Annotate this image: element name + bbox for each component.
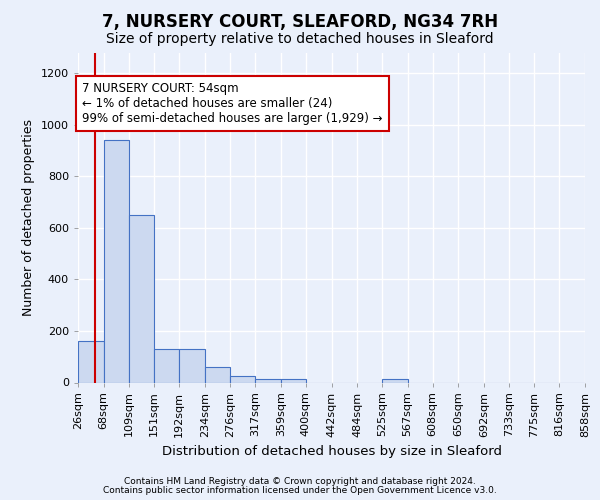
Bar: [104, 140, 128, 382]
Text: 7, NURSERY COURT, SLEAFORD, NG34 7RH: 7, NURSERY COURT, SLEAFORD, NG34 7RH: [102, 12, 498, 30]
Bar: [154, 349, 179, 382]
Bar: [179, 349, 205, 382]
Bar: [205, 367, 230, 382]
Text: Contains public sector information licensed under the Open Government Licence v3: Contains public sector information licen…: [103, 486, 497, 495]
Bar: [78, 341, 104, 382]
Bar: [256, 380, 281, 382]
Bar: [230, 376, 256, 382]
Text: 7 NURSERY COURT: 54sqm
← 1% of detached houses are smaller (24)
99% of semi-deta: 7 NURSERY COURT: 54sqm ← 1% of detached …: [82, 82, 383, 125]
Text: Size of property relative to detached houses in Sleaford: Size of property relative to detached ho…: [106, 32, 494, 46]
Bar: [128, 215, 154, 382]
Text: Contains HM Land Registry data © Crown copyright and database right 2024.: Contains HM Land Registry data © Crown c…: [124, 477, 476, 486]
Bar: [281, 380, 306, 382]
Y-axis label: Number of detached properties: Number of detached properties: [22, 119, 35, 316]
Bar: [382, 380, 407, 382]
X-axis label: Distribution of detached houses by size in Sleaford: Distribution of detached houses by size …: [161, 445, 502, 458]
